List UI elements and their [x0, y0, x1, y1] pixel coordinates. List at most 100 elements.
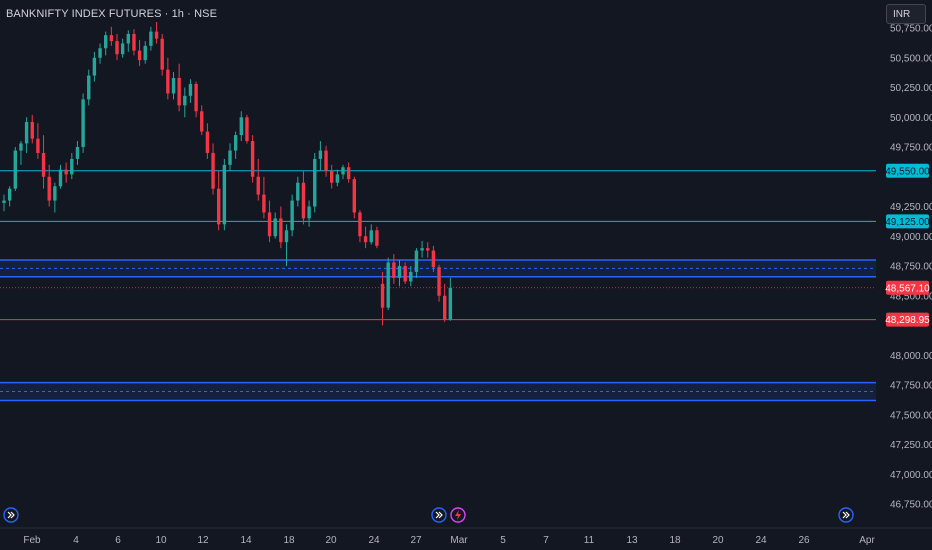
currency-button[interactable]: INR [886, 4, 926, 24]
candle-body [267, 212, 272, 237]
time-tick-label: 20 [325, 535, 337, 546]
candle-body [346, 167, 351, 180]
price-axis-ticks: 50,750.00 50,500.00 50,250.00 50,000.00 49,7… [890, 24, 932, 511]
candle-body [375, 230, 379, 246]
event-icon-feb[interactable] [3, 507, 19, 523]
candle-body [87, 75, 91, 100]
candle-body [104, 35, 108, 49]
candle-body [92, 57, 97, 76]
price-tick-label: 49,250.00 [890, 202, 932, 213]
candle-body [58, 169, 63, 187]
event-icon-feb27[interactable] [431, 507, 447, 523]
price-tick-label: 48,750.00 [890, 262, 932, 273]
candle-body [132, 33, 136, 51]
candle-body [262, 194, 266, 213]
candle-body [290, 200, 294, 231]
candle-body [307, 206, 311, 219]
candle-body [392, 262, 396, 278]
candle-body [205, 131, 210, 153]
candle-body [397, 266, 402, 278]
time-tick-label: 26 [798, 535, 810, 546]
candle-body [233, 135, 238, 151]
last-price-price-label: 48,567.10 [885, 283, 930, 294]
candle-body [24, 122, 29, 144]
candle-body [403, 266, 407, 282]
time-tick-label: Mar [450, 535, 468, 546]
candle-body [386, 262, 390, 308]
candle-body [222, 164, 227, 225]
time-axis[interactable]: Feb 4 6 10 12 14 18 20 24 27 Mar 5 7 11 13 18 20 24 26 Apr [23, 535, 875, 546]
candle-body [200, 111, 204, 132]
candle-body [109, 35, 114, 42]
candle-body [194, 83, 198, 112]
candle-body [217, 188, 221, 225]
candle-body [30, 122, 34, 139]
candle-body [250, 141, 255, 177]
price-tick-label: 49,750.00 [890, 143, 932, 154]
candle-body [284, 230, 289, 243]
resistance-price-label: 49,550.00 [885, 166, 930, 177]
candle-body [143, 45, 147, 61]
last-price-price-tag [886, 280, 929, 295]
candle-body [64, 169, 68, 175]
candle-body [318, 150, 323, 159]
candle-body [160, 38, 164, 70]
price-tick-label: 48,000.00 [890, 351, 932, 362]
price-tick-label: 49,000.00 [890, 232, 932, 243]
price-tick-label: 47,500.00 [890, 410, 932, 421]
candle-body [149, 31, 153, 46]
price-tick-label: 47,750.00 [890, 381, 932, 392]
candle-body [279, 218, 283, 243]
time-tick-label: 12 [197, 535, 209, 546]
price-tick-label: 48,500.00 [890, 291, 932, 302]
candle-body [81, 99, 85, 147]
price-tick-label: 47,000.00 [890, 470, 932, 481]
time-tick-label: 7 [543, 535, 549, 546]
candle-body [313, 158, 317, 207]
price-tick-label: 50,000.00 [890, 113, 932, 124]
candle-body [41, 152, 46, 177]
price-tick-label: 47,250.00 [890, 440, 932, 451]
candle-body [352, 179, 356, 213]
support-price-label: 49,125.00 [885, 217, 930, 228]
candle-body [426, 248, 430, 251]
candle-body [120, 43, 125, 55]
candle-body [239, 117, 243, 136]
price-axis[interactable] [876, 0, 932, 528]
candle-body [369, 230, 373, 243]
support-price-tag [886, 214, 929, 229]
time-tick-label: 18 [283, 535, 295, 546]
low-level-price-label: 48,298.95 [885, 315, 930, 326]
candle-body [335, 174, 340, 183]
candle-body [330, 170, 334, 183]
candle-body [296, 182, 300, 201]
candle-body [154, 31, 159, 39]
candle-body [324, 150, 328, 171]
candle-body [171, 77, 176, 94]
candles [2, 22, 453, 326]
candle-body [166, 69, 170, 94]
time-tick-label: 24 [755, 535, 767, 546]
candle-body [70, 158, 74, 175]
time-tick-label: 6 [115, 535, 121, 546]
candle-body [448, 287, 453, 320]
event-icon-apr[interactable] [838, 507, 854, 523]
price-tick-label: 50,750.00 [890, 24, 932, 35]
candle-body [245, 117, 249, 142]
candle-body [273, 218, 277, 237]
candle-body [443, 295, 447, 320]
time-tick-label: 20 [712, 535, 724, 546]
candle-body [2, 200, 6, 203]
flash-icon[interactable] [450, 507, 466, 523]
time-tick-label: 24 [368, 535, 380, 546]
time-tick-label: 14 [240, 535, 252, 546]
candle-body [126, 33, 130, 44]
candle-body [53, 186, 57, 201]
time-tick-label: 5 [500, 535, 506, 546]
candle-body [358, 212, 362, 237]
candle-body [437, 267, 441, 296]
candle-body [75, 147, 80, 159]
resistance-price-tag [886, 163, 929, 178]
candle-body [431, 250, 436, 268]
